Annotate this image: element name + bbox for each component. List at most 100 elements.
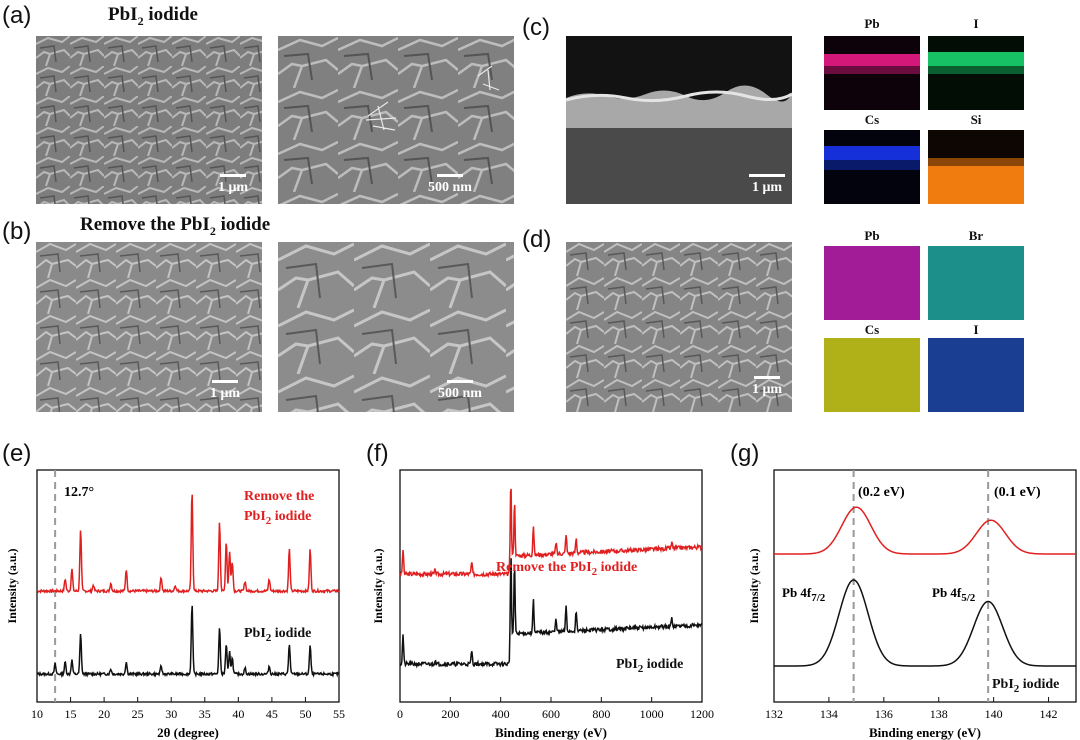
title-sub: 2 xyxy=(137,13,144,28)
sem-cross-section-c: 1 μm xyxy=(566,36,792,204)
sem-image-d: 1 μm xyxy=(566,242,792,412)
map-label-d-i: I xyxy=(973,322,979,337)
chart-f: 0 200 400 600 800 1000 1200 Binding energy (eV… xyxy=(371,469,714,740)
map-label-d-br: Br xyxy=(968,228,984,243)
eds-map-c-pb xyxy=(824,36,920,110)
series-label-e-red-line1: Remove the xyxy=(244,489,314,504)
eds-map-c-i xyxy=(928,36,1024,110)
x-tick-label: 40 xyxy=(232,707,244,721)
series-label-f-black: PbI2 iodide xyxy=(616,657,683,675)
eds-map-d-br xyxy=(928,246,1024,320)
series-label-e-red-line2: PbI2 iodide xyxy=(244,509,311,527)
map-label-d-pb: Pb xyxy=(864,228,880,243)
map-label-c-cs: Cs xyxy=(864,112,880,127)
eds-map-c-cs xyxy=(824,130,920,204)
x-tick-label: 30 xyxy=(165,707,177,721)
x-tick-label: 1200 xyxy=(690,707,714,721)
scale-text: 500 nm xyxy=(438,386,482,401)
x-tick-label: 800 xyxy=(592,707,610,721)
map-label-d-cs: Cs xyxy=(864,322,880,337)
chart-g: 132 134 136 138 140 142 Binding energy (eV) I… xyxy=(747,469,1077,740)
map-label-c-pb: Pb xyxy=(864,16,880,31)
axis-xlabel-g: Binding energy (eV) xyxy=(869,725,981,740)
map-label-c-i: I xyxy=(973,16,979,31)
series-line-f-remove xyxy=(399,488,703,579)
x-tick-label: 25 xyxy=(132,707,144,721)
annotation-g-1: (0.2 eV) xyxy=(858,485,905,500)
scale-bar-d: 1 μm xyxy=(742,376,792,398)
panel-b-title: Remove the PbI2 iodide xyxy=(80,214,270,239)
x-tick-label: 400 xyxy=(492,707,510,721)
x-tick-label: 45 xyxy=(266,707,278,721)
x-tick-label: 200 xyxy=(441,707,459,721)
panel-label-a: (a) xyxy=(2,2,32,29)
axis-xlabel-e: 2θ (degree) xyxy=(157,725,219,740)
x-tick-label: 55 xyxy=(333,707,345,721)
x-tick-label: 136 xyxy=(875,707,893,721)
scale-bar-c: 1 μm xyxy=(742,174,792,196)
x-tick-label: 0 xyxy=(397,707,403,721)
x-tick-label: 15 xyxy=(65,707,77,721)
eds-map-c-si xyxy=(928,130,1024,204)
series-line-e-remove xyxy=(36,494,340,595)
scale-text: 1 μm xyxy=(209,386,241,401)
sem-image-a-right: 500 nm xyxy=(278,36,514,204)
x-tick-label: 35 xyxy=(199,707,211,721)
series-line-g-pbi2 xyxy=(774,579,1076,667)
x-tick-label: 134 xyxy=(820,707,838,721)
plot-frame-e xyxy=(36,469,340,703)
sem-image-a-left: 1 μm xyxy=(36,36,262,204)
eds-map-d-i xyxy=(928,338,1024,412)
scale-text: 1 μm xyxy=(751,382,783,397)
annotation-e: 12.7° xyxy=(64,485,94,500)
axis-ylabel-e: Intensity (a.u.) xyxy=(5,548,19,623)
title-suffix: iodide xyxy=(143,4,198,25)
scale-bar-a-right: 500 nm xyxy=(418,174,482,196)
title-prefix: Remove the PbI xyxy=(80,214,210,235)
peak-label-g-2: Pb 4f5/2 xyxy=(932,585,976,604)
series-label-f-red: Remove the PbI2 iodide xyxy=(496,560,637,578)
scale-text: 1 μm xyxy=(217,180,249,195)
x-tick-label: 10 xyxy=(31,707,43,721)
panel-a-title: PbI2 iodide xyxy=(108,4,198,29)
chart-e: 10 15 20 25 30 35 40 45 50 55 2θ (degree) Intensi… xyxy=(5,469,345,740)
series-label-e-black: PbI2 iodide xyxy=(244,626,311,644)
series-label-g-black: PbI2 iodide xyxy=(992,677,1059,695)
scale-text: 500 nm xyxy=(428,180,472,195)
panel-label-e: (e) xyxy=(2,440,32,467)
x-tick-label: 138 xyxy=(930,707,948,721)
scale-bar-a-left: 1 μm xyxy=(208,174,258,196)
panel-label-c: (c) xyxy=(522,14,550,41)
plot-frame-g xyxy=(773,469,1077,703)
series-line-e-pbi2 xyxy=(36,605,340,679)
series-line-g-remove xyxy=(774,506,1076,555)
x-tick-label: 132 xyxy=(765,707,783,721)
axis-ylabel-g: Intensity (a.u.) xyxy=(747,548,761,623)
x-tick-label: 20 xyxy=(98,707,110,721)
scale-bar-b-right: 500 nm xyxy=(428,380,492,402)
panel-label-f: (f) xyxy=(366,440,389,467)
x-tick-label: 1000 xyxy=(640,707,664,721)
title-sub: 2 xyxy=(209,223,216,238)
panel-label-g: (g) xyxy=(730,440,760,467)
x-tick-label: 50 xyxy=(299,707,311,721)
eds-map-d-cs xyxy=(824,338,920,412)
axis-xlabel-f: Binding energy (eV) xyxy=(495,725,607,740)
x-tick-label: 140 xyxy=(985,707,1003,721)
peak-label-g-1: Pb 4f7/2 xyxy=(782,585,826,604)
annotation-g-2: (0.1 eV) xyxy=(994,485,1041,500)
scale-bar-b-left: 1 μm xyxy=(200,380,250,402)
axis-ylabel-f: Intensity (a.u.) xyxy=(371,548,385,623)
sem-image-b-right: 500 nm xyxy=(278,242,514,412)
scale-text: 1 μm xyxy=(751,180,783,195)
eds-map-d-pb xyxy=(824,246,920,320)
panel-label-d: (d) xyxy=(522,226,552,253)
title-prefix: PbI xyxy=(108,4,138,25)
sem-image-b-left: 1 μm xyxy=(36,242,262,412)
panel-label-b: (b) xyxy=(2,218,32,245)
x-tick-label: 142 xyxy=(1040,707,1058,721)
series-line-f-pbi2 xyxy=(399,558,703,669)
title-suffix: iodide xyxy=(215,214,271,235)
map-label-c-si: Si xyxy=(970,112,982,127)
x-tick-label: 600 xyxy=(542,707,560,721)
